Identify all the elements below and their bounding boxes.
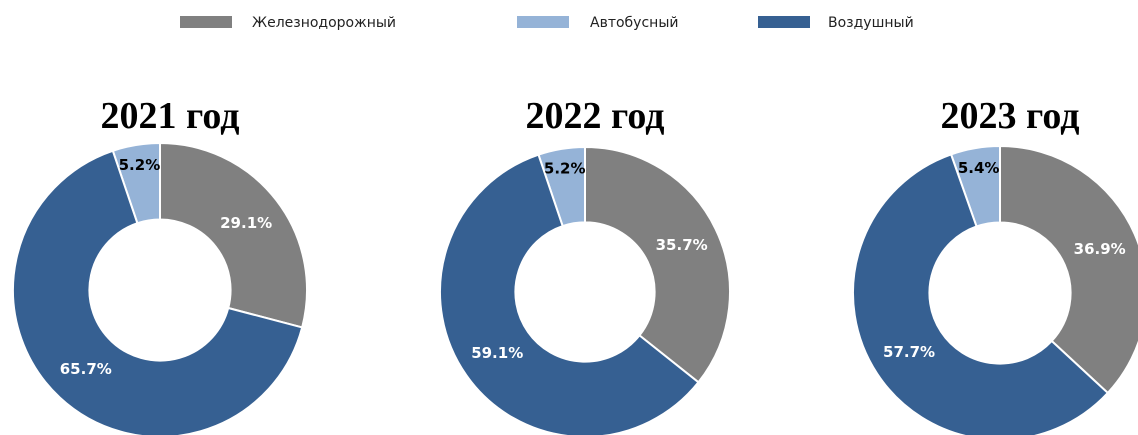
donut-slice bbox=[159, 141, 308, 329]
legend-label: Воздушный bbox=[828, 15, 914, 31]
legend-label: Автобусный bbox=[590, 15, 678, 31]
data-label: 65.7% bbox=[60, 360, 112, 378]
legend-label: Железнодорожный bbox=[252, 15, 396, 31]
data-label: 5.2% bbox=[544, 159, 586, 177]
donut-slice bbox=[439, 153, 700, 435]
chart-title: 2022 год bbox=[526, 95, 665, 137]
donut-slice bbox=[852, 153, 1110, 435]
chart-title: 2021 год bbox=[101, 95, 240, 137]
legend-swatch bbox=[180, 16, 232, 28]
data-label: 36.9% bbox=[1074, 240, 1126, 258]
legend-swatch bbox=[517, 16, 569, 28]
donut-slice bbox=[584, 145, 731, 384]
chart-title: 2023 год bbox=[941, 95, 1080, 137]
donut-slice bbox=[999, 144, 1138, 395]
legend-swatch bbox=[758, 16, 810, 28]
data-label: 59.1% bbox=[471, 344, 523, 362]
data-label: 29.1% bbox=[220, 214, 272, 232]
data-label: 5.2% bbox=[119, 156, 161, 174]
donut-slice bbox=[12, 149, 304, 435]
data-label: 5.4% bbox=[958, 159, 1000, 177]
data-label: 35.7% bbox=[656, 236, 708, 254]
data-label: 57.7% bbox=[883, 343, 935, 361]
